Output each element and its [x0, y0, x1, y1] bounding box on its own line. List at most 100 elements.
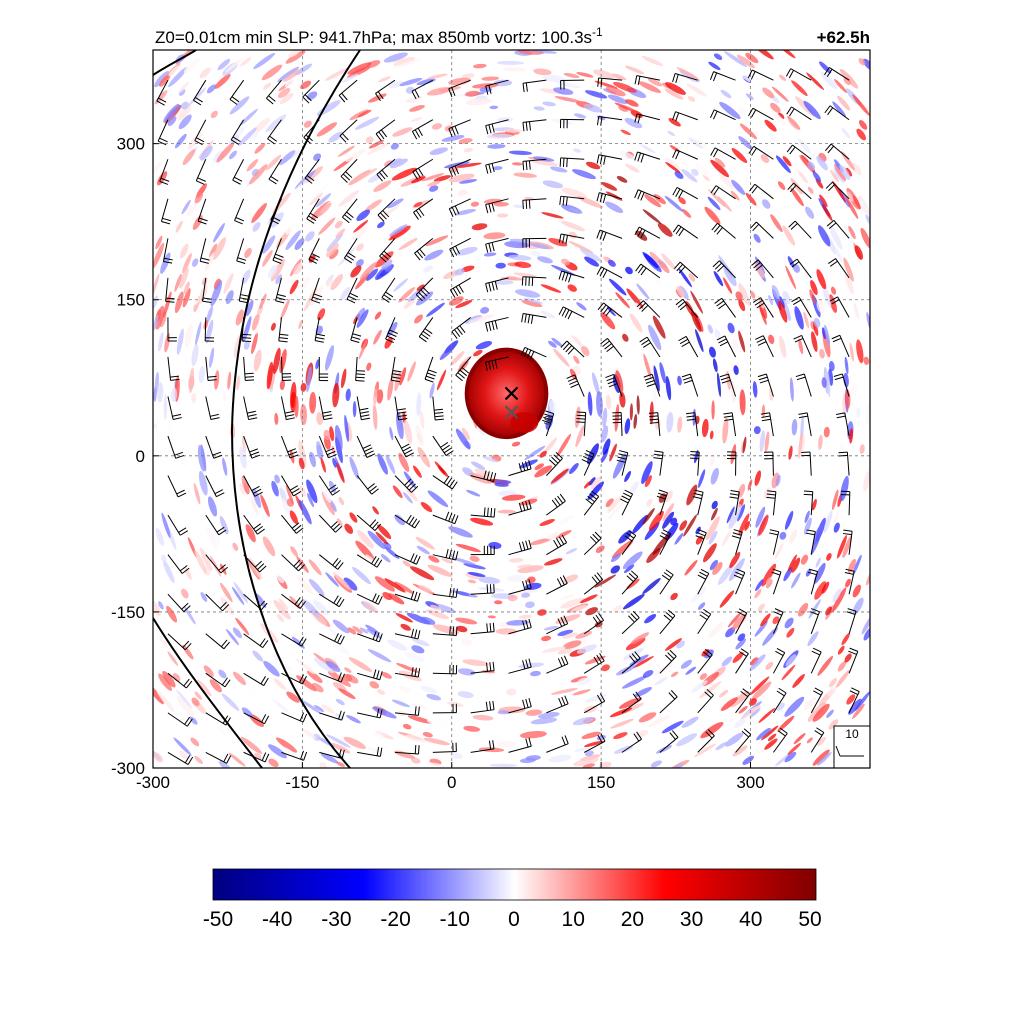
vorticity-cell: [334, 220, 343, 229]
vorticity-cell: [206, 305, 214, 324]
vorticity-cell: [678, 268, 692, 288]
wind-barb: [508, 500, 532, 516]
vorticity-cell: [155, 527, 165, 546]
wind-barb: [521, 276, 547, 287]
vorticity-cell: [626, 288, 644, 309]
vorticity-cell: [423, 737, 451, 746]
wind-barb: [771, 568, 782, 595]
vorticity-cell: [770, 214, 783, 233]
vorticity-cell: [852, 554, 862, 576]
vorticity-cell: [707, 196, 721, 211]
vorticity-cell: [563, 640, 582, 649]
wind-barb: [356, 554, 383, 568]
vorticity-cell: [823, 510, 833, 534]
vorticity-cell: [217, 58, 231, 71]
vorticity-cell: [745, 52, 759, 64]
vorticity-cell: [553, 348, 570, 367]
colorbar-tick-label: -30: [321, 908, 351, 931]
vorticity-cell: [803, 517, 812, 535]
vorticity-cell: [860, 227, 870, 249]
vorticity-cell: [616, 176, 628, 183]
vorticity-cell: [471, 223, 488, 231]
vorticity-cell: [584, 481, 591, 489]
vorticity-cell: [289, 449, 295, 464]
slp-contour: [230, 50, 361, 768]
wind-barb: [710, 109, 736, 121]
vorticity-cell: [533, 68, 552, 76]
vorticity-cell: [400, 623, 411, 631]
vorticity-cell: [572, 689, 591, 696]
vorticity-cell: [785, 654, 797, 667]
vorticity-cell: [774, 542, 784, 560]
vorticity-cell: [694, 162, 713, 179]
vorticity-cell: [514, 261, 532, 269]
vorticity-cell: [369, 681, 380, 689]
vorticity-cell: [849, 428, 854, 444]
wind-barb: [243, 475, 263, 497]
wind-barb: [576, 411, 587, 437]
vorticity-cell: [194, 691, 203, 700]
vorticity-cell: [262, 250, 273, 267]
vorticity-cell: [853, 302, 860, 320]
vorticity-cell: [155, 235, 163, 250]
vorticity-cell: [389, 426, 394, 441]
vorticity-cell: [784, 617, 794, 629]
vorticity-cell: [560, 597, 585, 609]
vorticity-cell: [467, 579, 477, 584]
vorticity-cell: [537, 256, 553, 264]
vorticity-cell: [377, 221, 385, 229]
vorticity-cell: [792, 263, 800, 273]
vorticity-cell: [409, 566, 435, 581]
vorticity-cell: [435, 320, 450, 333]
vorticity-cell: [613, 81, 637, 93]
wind-barb: [798, 412, 812, 437]
wind-barb: [785, 68, 812, 81]
vorticity-cell: [225, 628, 240, 646]
vorticity-cell: [644, 475, 652, 488]
vorticity-cell: [426, 718, 449, 727]
wind-barb: [833, 373, 850, 397]
vorticity-cell: [791, 164, 800, 174]
vorticity-cell: [813, 321, 819, 336]
vorticity-cell: [641, 55, 664, 67]
colorbar-tick-label: 50: [798, 908, 821, 931]
vorticity-cell: [576, 72, 594, 78]
wind-barb: [733, 568, 746, 595]
vorticity-cell: [751, 681, 772, 701]
vorticity-cell: [762, 87, 775, 99]
vorticity-cell: [826, 709, 834, 718]
vorticity-cell: [837, 660, 847, 672]
vorticity-cell: [638, 712, 657, 723]
vorticity-cell: [293, 263, 303, 275]
vorticity-cell: [282, 746, 296, 756]
vorticity-cell: [611, 73, 627, 81]
vorticity-cell: [726, 506, 735, 524]
vorticity-cell: [186, 202, 197, 217]
vorticity-cell: [407, 570, 424, 581]
vorticity-cell: [229, 96, 250, 115]
vorticity-cell: [721, 656, 733, 667]
vorticity-cell: [583, 103, 602, 113]
wind-barb: [418, 317, 434, 343]
vorticity-cell: [506, 688, 517, 696]
wind-barb: [825, 143, 850, 160]
vorticity-cell: [508, 254, 532, 261]
vorticity-cell: [176, 328, 184, 355]
vorticity-cell: [576, 302, 587, 311]
vorticity-cell: [788, 445, 793, 460]
vorticity-cell: [282, 498, 291, 515]
vorticity-cell: [681, 716, 699, 728]
vorticity-cell: [172, 673, 181, 682]
vorticity-cell: [779, 296, 785, 309]
wind-barb: [243, 514, 265, 535]
vorticity-cell: [341, 73, 359, 83]
wind-barbs: [156, 67, 861, 766]
vorticity-cell: [618, 697, 643, 709]
wind-barb: [302, 79, 320, 104]
vorticity-cell: [193, 296, 199, 305]
wind-barb: [394, 744, 420, 755]
vorticity-cell: [457, 691, 474, 699]
vorticity-cell: [707, 621, 725, 639]
vorticity-cell: [842, 535, 853, 559]
vorticity-cell: [236, 375, 240, 391]
